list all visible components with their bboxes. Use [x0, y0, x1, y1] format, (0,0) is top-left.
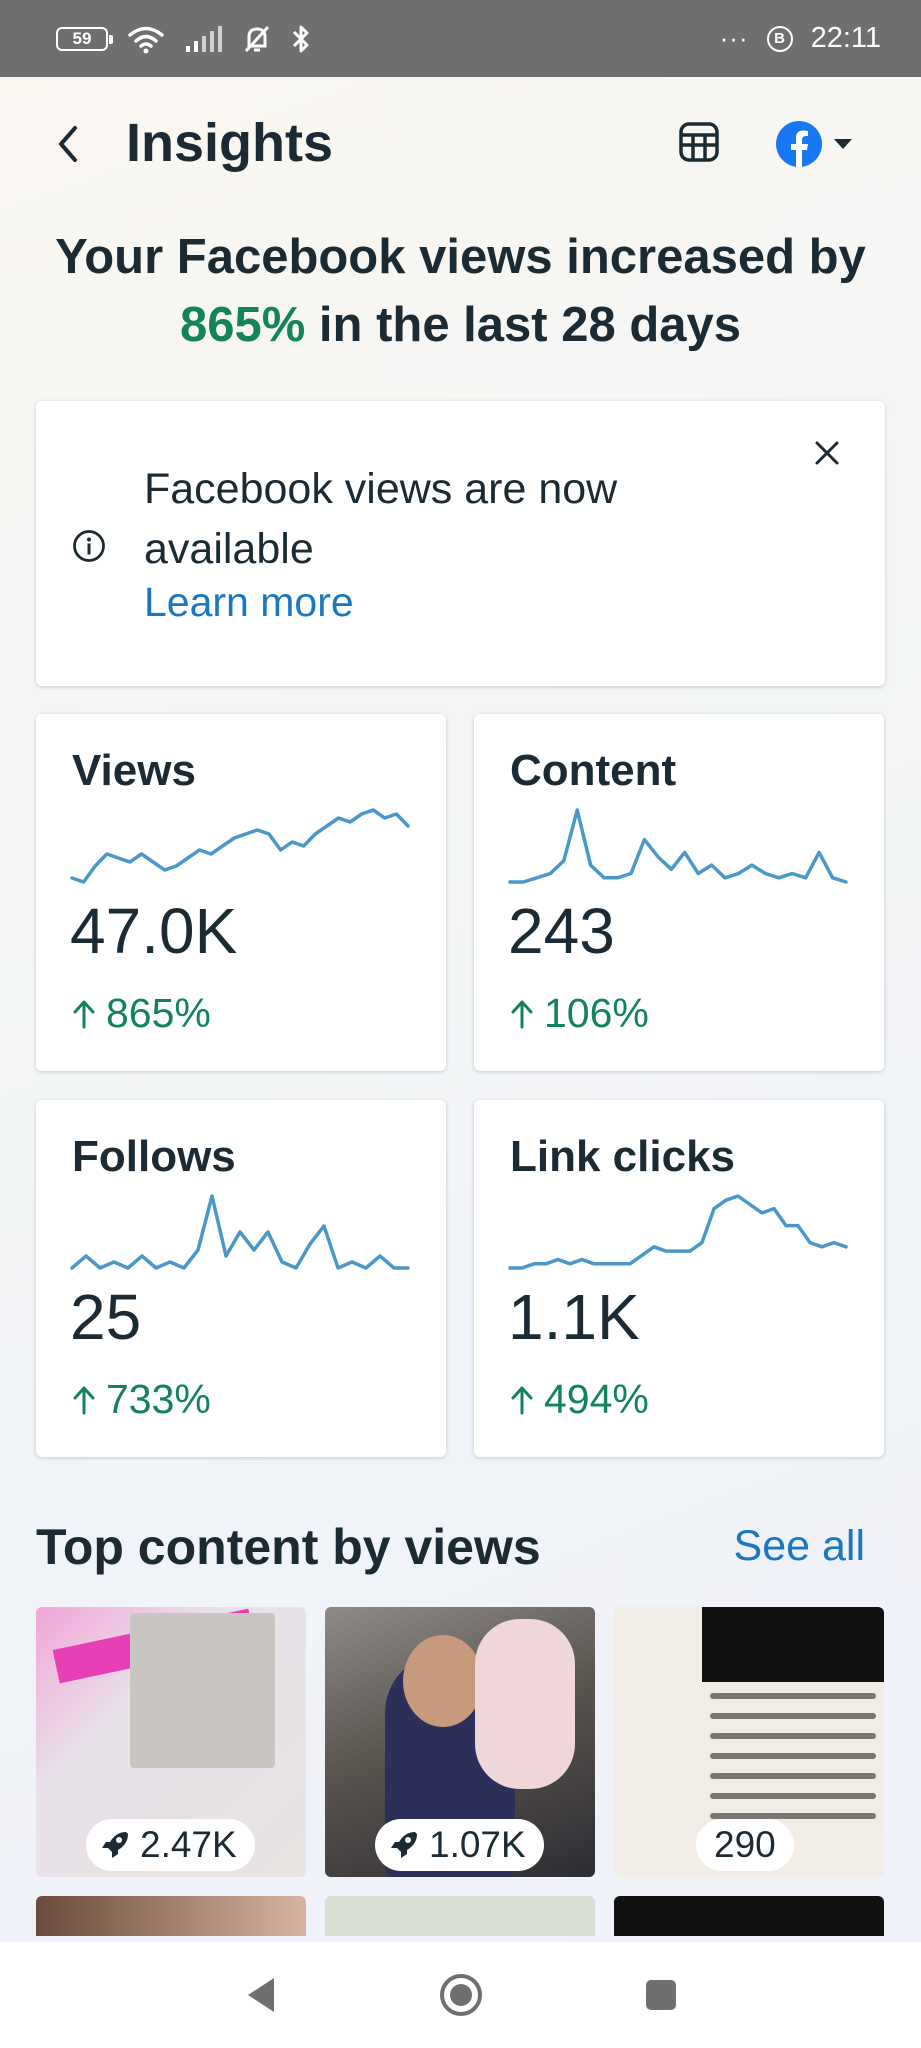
nav-recents-button[interactable]: [636, 1970, 686, 2020]
learn-more-link[interactable]: Learn more: [144, 579, 354, 625]
thumbnail-baby: [475, 1619, 575, 1789]
link-clicks-sparkline: [508, 1194, 848, 1270]
metric-change-value: 865%: [106, 990, 211, 1036]
bluetooth-icon: [292, 25, 309, 52]
status-bar: 59 ··· B 22:11: [0, 0, 921, 77]
sparkline-path: [70, 1194, 410, 1270]
info-icon: [73, 530, 105, 562]
top-content-thumbnail[interactable]: 2.47K: [36, 1607, 306, 1877]
sparkline-path: [508, 1194, 848, 1270]
thumbnail-face: [403, 1635, 483, 1727]
facebook-logo-icon: [776, 121, 822, 167]
headline-suffix: in the last 28 days: [318, 298, 742, 352]
views-summary-headline: Your Facebook views increased by 865% in…: [40, 223, 881, 359]
metric-label: Views: [72, 746, 196, 795]
b-badge-letter: B: [774, 30, 785, 47]
page-title: Insights: [126, 113, 334, 173]
metric-card-views[interactable]: Views 47.0K 865%: [36, 714, 446, 1071]
headline-prefix: Your Facebook views increased by: [55, 230, 866, 284]
arrow-up-icon: [73, 1000, 95, 1028]
sparkline-path: [508, 808, 848, 884]
export-table-button[interactable]: [677, 120, 725, 168]
top-content-thumbnail-partial[interactable]: [325, 1896, 595, 1936]
headline-percent: 865%: [179, 298, 306, 352]
metric-label: Follows: [72, 1132, 236, 1181]
wifi-icon: [128, 26, 164, 53]
system-navigation-bar: [0, 1942, 921, 2048]
views-badge: 1.07K: [375, 1819, 544, 1871]
app-header: Insights: [0, 100, 921, 195]
battery-indicator: 59: [56, 26, 113, 51]
chevron-left-icon: [59, 126, 77, 162]
b-badge-icon: B: [766, 25, 793, 52]
arrow-up-icon: [73, 1386, 95, 1414]
metric-value: 47.0K: [70, 895, 238, 967]
arrow-up-icon: [511, 1000, 533, 1028]
metric-change-value: 106%: [544, 990, 649, 1036]
metric-change-value: 494%: [544, 1376, 649, 1422]
top-content-thumbnail-partial[interactable]: [36, 1896, 306, 1936]
rocket-icon: [391, 1832, 417, 1858]
metric-card-follows[interactable]: Follows 25 733%: [36, 1100, 446, 1457]
see-all-link[interactable]: See all: [733, 1522, 865, 1570]
metric-change-value: 733%: [106, 1376, 211, 1422]
close-icon[interactable]: [807, 433, 847, 473]
metric-change: 106%: [510, 990, 649, 1037]
arrow-up-icon: [511, 1386, 533, 1414]
views-badge-value: 2.47K: [140, 1824, 237, 1865]
follows-sparkline: [70, 1194, 410, 1270]
views-badge-value: 290: [714, 1824, 776, 1865]
caret-down-icon: [834, 139, 852, 149]
table-icon: [679, 122, 719, 162]
notice-text: Facebook views are now available: [144, 465, 618, 573]
thumbnail-photo: [130, 1613, 275, 1768]
metric-change: 865%: [72, 990, 211, 1037]
metric-value: 25: [70, 1281, 142, 1353]
metric-change: 733%: [72, 1376, 211, 1423]
views-sparkline: [70, 808, 410, 884]
square-recents-icon: [645, 1980, 676, 2010]
top-content-thumbnail-partial[interactable]: [614, 1896, 884, 1936]
nav-back-button[interactable]: [236, 1970, 286, 2020]
account-switcher[interactable]: [775, 118, 865, 170]
circle-home-icon: [439, 1974, 482, 2016]
metric-label: Content: [510, 746, 677, 795]
views-badge: 290: [696, 1819, 794, 1871]
top-content-thumbnail[interactable]: 290: [614, 1607, 884, 1877]
views-badge-value: 1.07K: [429, 1824, 526, 1865]
muted-bell-icon: [244, 25, 270, 52]
metric-value: 243: [508, 895, 615, 967]
battery-level: 59: [72, 28, 92, 48]
signal-icon: [186, 25, 222, 52]
back-button[interactable]: [44, 120, 92, 168]
status-time: 22:11: [810, 22, 881, 54]
metric-value: 1.1K: [508, 1281, 640, 1353]
views-available-notice: Facebook views are now available Learn m…: [36, 401, 885, 686]
triangle-back-icon: [247, 1978, 274, 2012]
thumbnail-text-lines: [710, 1693, 876, 1833]
top-content-title: Top content by views: [36, 1519, 541, 1575]
rocket-icon: [102, 1832, 128, 1858]
nav-home-button[interactable]: [436, 1970, 486, 2020]
metric-card-link-clicks[interactable]: Link clicks 1.1K 494%: [474, 1100, 884, 1457]
thumbnail-header: [702, 1607, 884, 1682]
top-content-thumbnail[interactable]: 1.07K: [325, 1607, 595, 1877]
metric-label: Link clicks: [510, 1132, 736, 1181]
more-notifications-indicator: ···: [719, 23, 749, 53]
views-badge: 2.47K: [86, 1819, 255, 1871]
content-sparkline: [508, 808, 848, 884]
sparkline-path: [70, 808, 410, 884]
metric-card-content[interactable]: Content 243 106%: [474, 714, 884, 1071]
metric-change: 494%: [510, 1376, 649, 1423]
